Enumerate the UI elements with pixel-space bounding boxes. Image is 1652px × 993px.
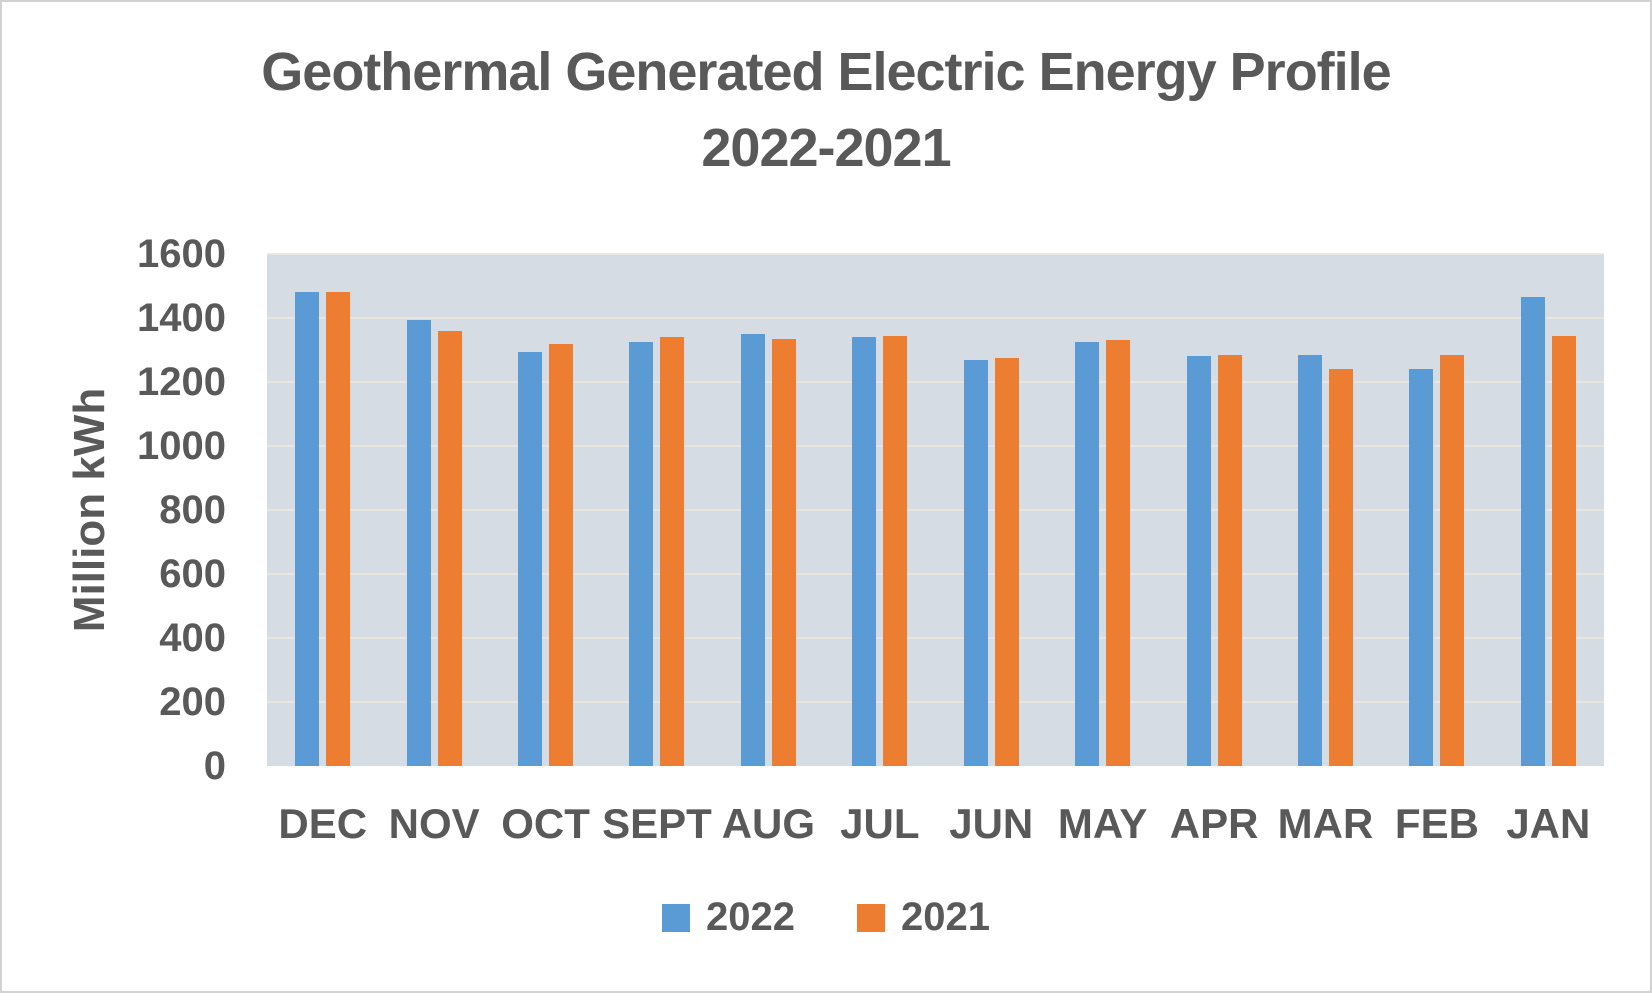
- x-tick-label-oct: OCT: [501, 800, 590, 847]
- x-tick-label-mar: MAR: [1277, 800, 1374, 847]
- legend-item-2021: 2021: [857, 895, 990, 940]
- bar-group-dec: [267, 254, 378, 766]
- bar-2021-jul: [883, 335, 908, 766]
- y-tick-label-1600: 1600: [137, 232, 226, 276]
- bar-group-aug: [713, 254, 824, 766]
- bar-2022-apr: [1186, 356, 1211, 766]
- y-tick-label-0: 0: [203, 744, 226, 788]
- gridline-1400: [267, 317, 1604, 319]
- bar-2022-jul: [852, 337, 877, 766]
- x-tick-label-nov: NOV: [388, 800, 480, 847]
- bar-2022-feb: [1409, 369, 1434, 766]
- x-axis-labels: DEC NOV OCT SEPT AUG JUL JUN MAY APR MAR FEB JAN: [267, 800, 1604, 848]
- bar-2021-dec: [326, 292, 351, 766]
- x-tick-label-jul: JUL: [840, 800, 920, 847]
- bar-2021-apr: [1217, 354, 1242, 766]
- bar-group-feb: [1381, 254, 1492, 766]
- bar-2021-jan: [1551, 335, 1576, 766]
- x-tick-label-feb: FEB: [1394, 800, 1479, 847]
- y-axis-tick-labels: 0 200 400 600 800 1000 1200 1400 1600: [2, 232, 226, 788]
- gridline-1600: [267, 253, 1604, 255]
- bar-2021-may: [1106, 340, 1131, 766]
- chart-title: Geothermal Generated Electric Energy Pro…: [2, 34, 1650, 186]
- bar-2022-may: [1075, 342, 1100, 766]
- y-tick-label-1000: 1000: [137, 424, 226, 468]
- bar-2021-jun: [994, 358, 1019, 766]
- x-tick-label-aug: AUG: [721, 800, 816, 847]
- bar-2021-feb: [1440, 354, 1465, 766]
- bar-2022-jun: [963, 359, 988, 766]
- bar-group-oct: [490, 254, 601, 766]
- y-tick-label-200: 200: [159, 680, 226, 724]
- chart-title-line-1: Geothermal Generated Electric Energy Pro…: [261, 42, 1391, 102]
- x-tick-label-sept: SEPT: [602, 800, 712, 847]
- bar-group-sept: [601, 254, 712, 766]
- bar-group-may: [1047, 254, 1158, 766]
- bar-2021-oct: [549, 343, 574, 766]
- x-tick-label-jan: JAN: [1506, 800, 1591, 847]
- legend-label-2021: 2021: [901, 895, 990, 939]
- legend: 2022 2021: [2, 895, 1650, 940]
- x-tick-label-dec: DEC: [278, 800, 368, 847]
- bar-2022-nov: [406, 319, 431, 766]
- y-tick-label-600: 600: [159, 552, 226, 596]
- legend-label-2022: 2022: [706, 895, 795, 939]
- bar-2021-nov: [437, 330, 462, 766]
- bar-group-jul: [824, 254, 935, 766]
- legend-swatch-2022: [662, 903, 691, 932]
- y-tick-label-800: 800: [159, 488, 226, 532]
- gridline-800: [267, 509, 1604, 511]
- bar-2021-mar: [1329, 369, 1353, 766]
- plot-area: [267, 253, 1604, 766]
- bar-group-apr: [1158, 254, 1269, 766]
- bar-2022-jan: [1520, 297, 1545, 766]
- chart-title-line-2: 2022-2021: [701, 118, 951, 178]
- gridline-200: [267, 701, 1604, 703]
- gridline-1000: [267, 445, 1604, 447]
- legend-item-2022: 2022: [662, 895, 795, 940]
- x-tick-label-apr: APR: [1169, 800, 1259, 847]
- bar-2022-mar: [1298, 354, 1322, 766]
- gridline-600: [267, 573, 1604, 575]
- bar-group-nov: [378, 254, 489, 766]
- bar-2022-oct: [518, 351, 543, 766]
- bar-2021-aug: [771, 338, 796, 766]
- bar-series-container: [267, 254, 1604, 766]
- gridline-400: [267, 637, 1604, 639]
- bar-2022-aug: [740, 334, 765, 766]
- bar-group-mar: [1270, 254, 1381, 766]
- y-tick-label-1400: 1400: [137, 296, 226, 340]
- bar-2021-sept: [660, 337, 685, 766]
- bar-group-jan: [1493, 254, 1604, 766]
- x-tick-label-jun: JUN: [949, 800, 1034, 847]
- x-tick-label-may: MAY: [1057, 800, 1148, 847]
- y-tick-label-400: 400: [159, 616, 226, 660]
- legend-swatch-2021: [857, 903, 885, 932]
- bar-2022-sept: [629, 342, 654, 766]
- bar-2022-dec: [295, 292, 320, 766]
- gridline-1200: [267, 381, 1604, 383]
- bar-group-jun: [936, 254, 1047, 766]
- y-tick-label-1200: 1200: [137, 360, 226, 404]
